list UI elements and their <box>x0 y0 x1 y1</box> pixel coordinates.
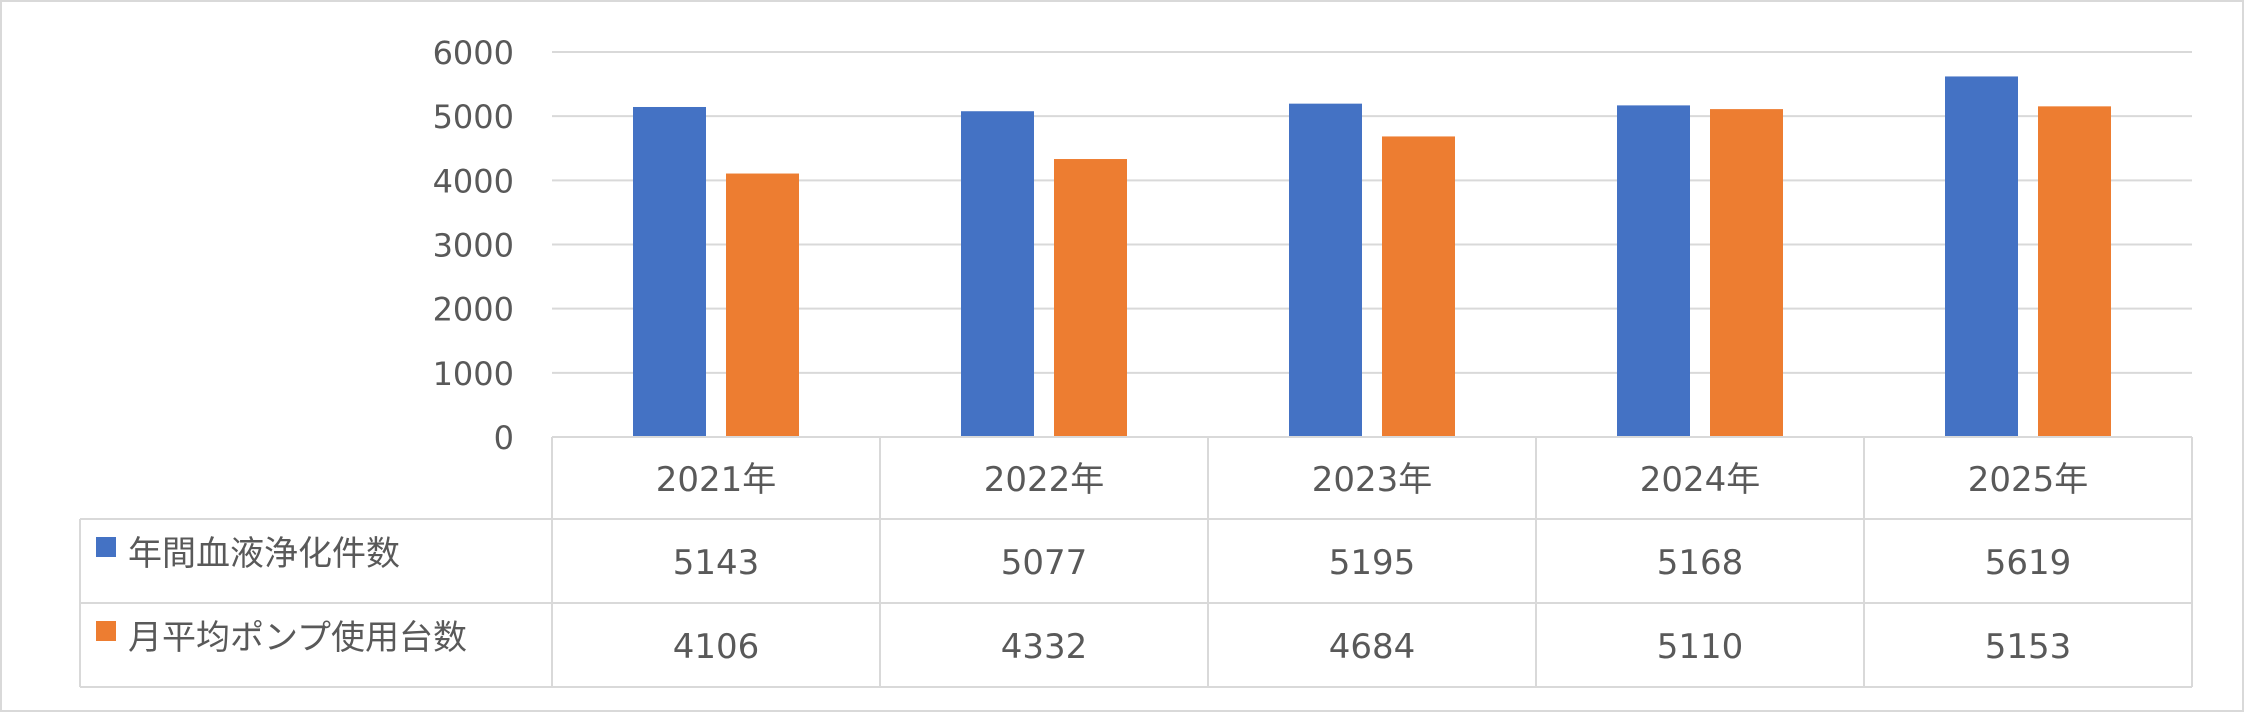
y-tick-label: 4000 <box>433 162 514 200</box>
table-cell-value: 5110 <box>1657 627 1744 667</box>
table-cell-value: 5619 <box>1985 543 2072 583</box>
table-cell-value: 4684 <box>1329 627 1416 667</box>
bar-orange-2025年 <box>2038 106 2111 437</box>
y-axis-tick-labels: 0 1000 2000 3000 4000 5000 6000 <box>433 34 514 457</box>
category-label: 2021年 <box>656 460 777 500</box>
table-cell-value: 4332 <box>1001 627 1088 667</box>
table-cell-value: 5143 <box>673 543 760 583</box>
gridlines <box>552 51 2192 374</box>
bar-blue-2024年 <box>1617 105 1690 438</box>
table-cell-value: 5077 <box>1001 543 1088 583</box>
bar-blue-2022年 <box>961 111 1034 437</box>
bar-blue-2025年 <box>1945 76 2018 437</box>
y-tick-label: 6000 <box>433 34 514 72</box>
table-cell-value: 4106 <box>673 627 760 667</box>
series-name-label: 月平均ポンプ使用台数 <box>128 618 467 658</box>
y-tick-label: 3000 <box>433 227 514 265</box>
bar-orange-2023年 <box>1382 136 1455 437</box>
bar-orange-2022年 <box>1054 159 1127 437</box>
legend-key-orange <box>96 621 116 641</box>
bars <box>633 76 2111 438</box>
bar-orange-2024年 <box>1710 109 1783 437</box>
table-cell-value: 5168 <box>1657 543 1744 583</box>
y-tick-label: 1000 <box>433 355 514 393</box>
y-tick-label: 0 <box>494 419 514 457</box>
bar-blue-2021年 <box>633 106 706 437</box>
category-label: 2022年 <box>984 460 1105 500</box>
legend-key-blue <box>96 537 116 557</box>
series-name-label: 年間血液浄化件数 <box>128 534 400 574</box>
category-label: 2024年 <box>1640 460 1761 500</box>
bar-orange-2021年 <box>726 173 799 437</box>
category-label: 2025年 <box>1968 460 2089 500</box>
y-tick-label: 5000 <box>433 98 514 136</box>
table-cell-value: 5195 <box>1329 543 1416 583</box>
bar-blue-2023年 <box>1289 103 1362 437</box>
category-label: 2023年 <box>1312 460 1433 500</box>
y-tick-label: 2000 <box>433 291 514 329</box>
table-cell-value: 5153 <box>1985 627 2072 667</box>
